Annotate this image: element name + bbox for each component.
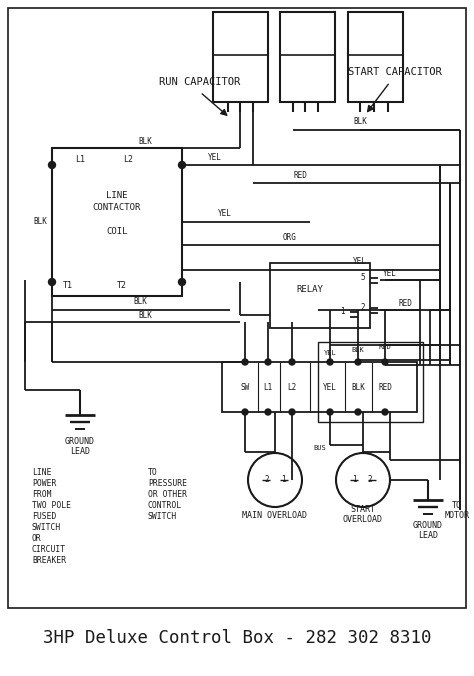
Text: RED: RED [378, 383, 392, 391]
Text: 3HP Deluxe Control Box - 282 302 8310: 3HP Deluxe Control Box - 282 302 8310 [43, 629, 431, 647]
Text: L2: L2 [287, 383, 297, 391]
Bar [222, 362, 417, 412]
Circle shape [382, 359, 388, 365]
Text: SWITCH: SWITCH [32, 523, 61, 532]
Circle shape [382, 409, 388, 415]
Text: YEL: YEL [353, 258, 367, 266]
Bar [270, 263, 370, 328]
Circle shape [179, 162, 185, 168]
Bar [280, 12, 335, 102]
Circle shape [289, 409, 295, 415]
Text: L2: L2 [123, 155, 133, 164]
Text: FROM: FROM [32, 490, 52, 499]
Text: BLK: BLK [351, 383, 365, 391]
Text: 1: 1 [352, 475, 356, 485]
Text: OVERLOAD: OVERLOAD [343, 516, 383, 525]
Circle shape [355, 359, 361, 365]
Circle shape [265, 409, 271, 415]
Text: 2: 2 [360, 304, 365, 312]
Text: 1: 1 [281, 475, 285, 485]
Text: LINE: LINE [32, 468, 52, 477]
Text: CIRCUIT: CIRCUIT [32, 545, 66, 554]
Text: LEAD: LEAD [70, 448, 90, 456]
Bar [348, 12, 403, 102]
Text: POWER: POWER [32, 479, 56, 488]
Text: BLK: BLK [353, 118, 367, 126]
Text: 2: 2 [264, 475, 269, 485]
Circle shape [179, 279, 185, 285]
Circle shape [327, 409, 333, 415]
Bar [8, 8, 466, 608]
Text: MAIN OVERLOAD: MAIN OVERLOAD [243, 510, 308, 519]
Text: RED: RED [293, 170, 307, 180]
Circle shape [242, 409, 248, 415]
Text: START CAPACITOR: START CAPACITOR [348, 67, 442, 77]
Text: TWO POLE: TWO POLE [32, 501, 71, 510]
Text: CONTACTOR: CONTACTOR [93, 203, 141, 212]
Text: BUS: BUS [313, 445, 326, 451]
Bar [213, 12, 268, 102]
Text: CONTROL: CONTROL [148, 501, 182, 510]
Text: 2: 2 [368, 475, 372, 485]
Text: MOTOR: MOTOR [445, 510, 470, 519]
Text: GROUND: GROUND [413, 521, 443, 529]
Circle shape [265, 359, 271, 365]
Circle shape [48, 279, 55, 285]
Text: YEL: YEL [218, 210, 232, 218]
Bar [318, 342, 423, 422]
Text: L1: L1 [264, 383, 273, 391]
Circle shape [48, 162, 55, 168]
Text: GROUND: GROUND [65, 437, 95, 447]
Text: COIL: COIL [106, 228, 128, 237]
Text: TO: TO [452, 500, 462, 510]
Text: START: START [350, 506, 375, 514]
Text: RUN CAPACITOR: RUN CAPACITOR [159, 77, 241, 87]
Text: RED: RED [398, 299, 412, 308]
Text: OR OTHER: OR OTHER [148, 490, 187, 499]
Text: T1: T1 [63, 281, 73, 289]
Text: YEL: YEL [324, 350, 337, 356]
Text: BREAKER: BREAKER [32, 556, 66, 565]
Circle shape [327, 359, 333, 365]
Text: LEAD: LEAD [418, 531, 438, 539]
Text: L1: L1 [75, 155, 85, 164]
Text: TO: TO [148, 468, 158, 477]
Text: LINE: LINE [106, 191, 128, 199]
Bar [52, 148, 182, 296]
Circle shape [242, 359, 248, 365]
Text: BLK: BLK [352, 347, 365, 353]
Text: RELAY: RELAY [297, 285, 323, 295]
Text: SWITCH: SWITCH [148, 512, 177, 521]
Text: PRESSURE: PRESSURE [148, 479, 187, 488]
Text: FUSED: FUSED [32, 512, 56, 521]
Text: BLK: BLK [133, 297, 147, 306]
Text: 1: 1 [340, 308, 345, 316]
Text: YEL: YEL [383, 268, 397, 278]
Text: SW: SW [240, 383, 250, 391]
Text: ORG: ORG [283, 233, 297, 241]
Text: T2: T2 [117, 281, 127, 289]
Text: 5: 5 [360, 274, 365, 283]
Text: BLK: BLK [138, 310, 152, 320]
Text: RED: RED [379, 344, 392, 350]
Circle shape [289, 359, 295, 365]
Circle shape [355, 409, 361, 415]
Text: YEL: YEL [323, 383, 337, 391]
Text: BLK: BLK [33, 218, 47, 226]
Text: BLK: BLK [138, 137, 152, 145]
Text: YEL: YEL [208, 153, 222, 162]
Text: OR: OR [32, 534, 42, 543]
